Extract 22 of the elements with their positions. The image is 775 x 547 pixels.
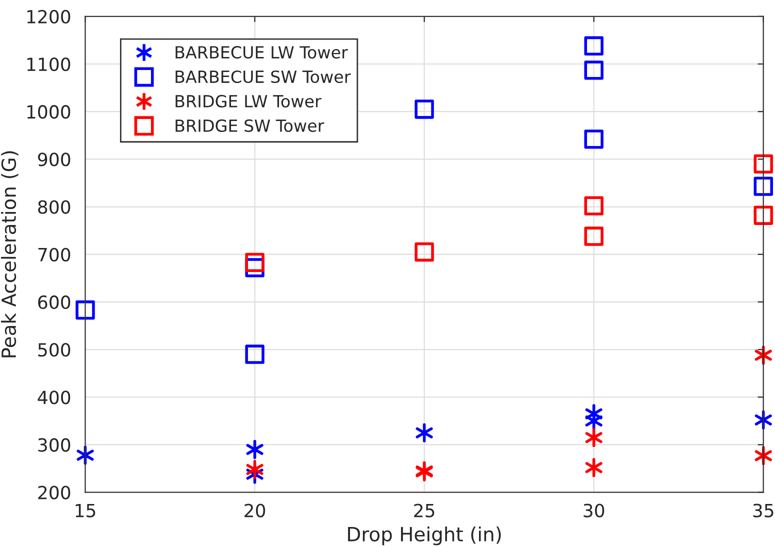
y-tick-label: 700: [38, 248, 70, 262]
legend-label: BARBECUE SW Tower: [176, 70, 351, 84]
x-tick-label: 15: [76, 504, 96, 518]
legend-label: BRIDGE LW Tower: [176, 94, 322, 108]
x-tick-label: 20: [244, 504, 266, 518]
x-tick-label: 35: [753, 504, 774, 518]
y-tick-label: 900: [38, 152, 70, 166]
y-tick-label: 1100: [27, 57, 70, 72]
y-tick-label: 500: [38, 342, 70, 357]
y-tick-label: 300: [38, 438, 70, 452]
x-tick-label: 25: [414, 504, 434, 518]
y-axis-title: Peak Acceleration (G): [1, 151, 18, 358]
y-tick-label: 1200: [27, 10, 70, 24]
y-tick-label: 200: [38, 486, 70, 500]
y-tick-label: 600: [38, 295, 70, 310]
legend-label: BARBECUE LW Tower: [176, 46, 348, 59]
y-tick-label: 400: [38, 390, 70, 404]
y-tick-label: 1000: [27, 105, 70, 119]
x-axis-title: Drop Height (in): [348, 526, 501, 546]
x-tick-label: 30: [584, 504, 604, 518]
y-tick-label: 800: [38, 200, 70, 214]
legend-label: BRIDGE SW Tower: [176, 119, 324, 132]
